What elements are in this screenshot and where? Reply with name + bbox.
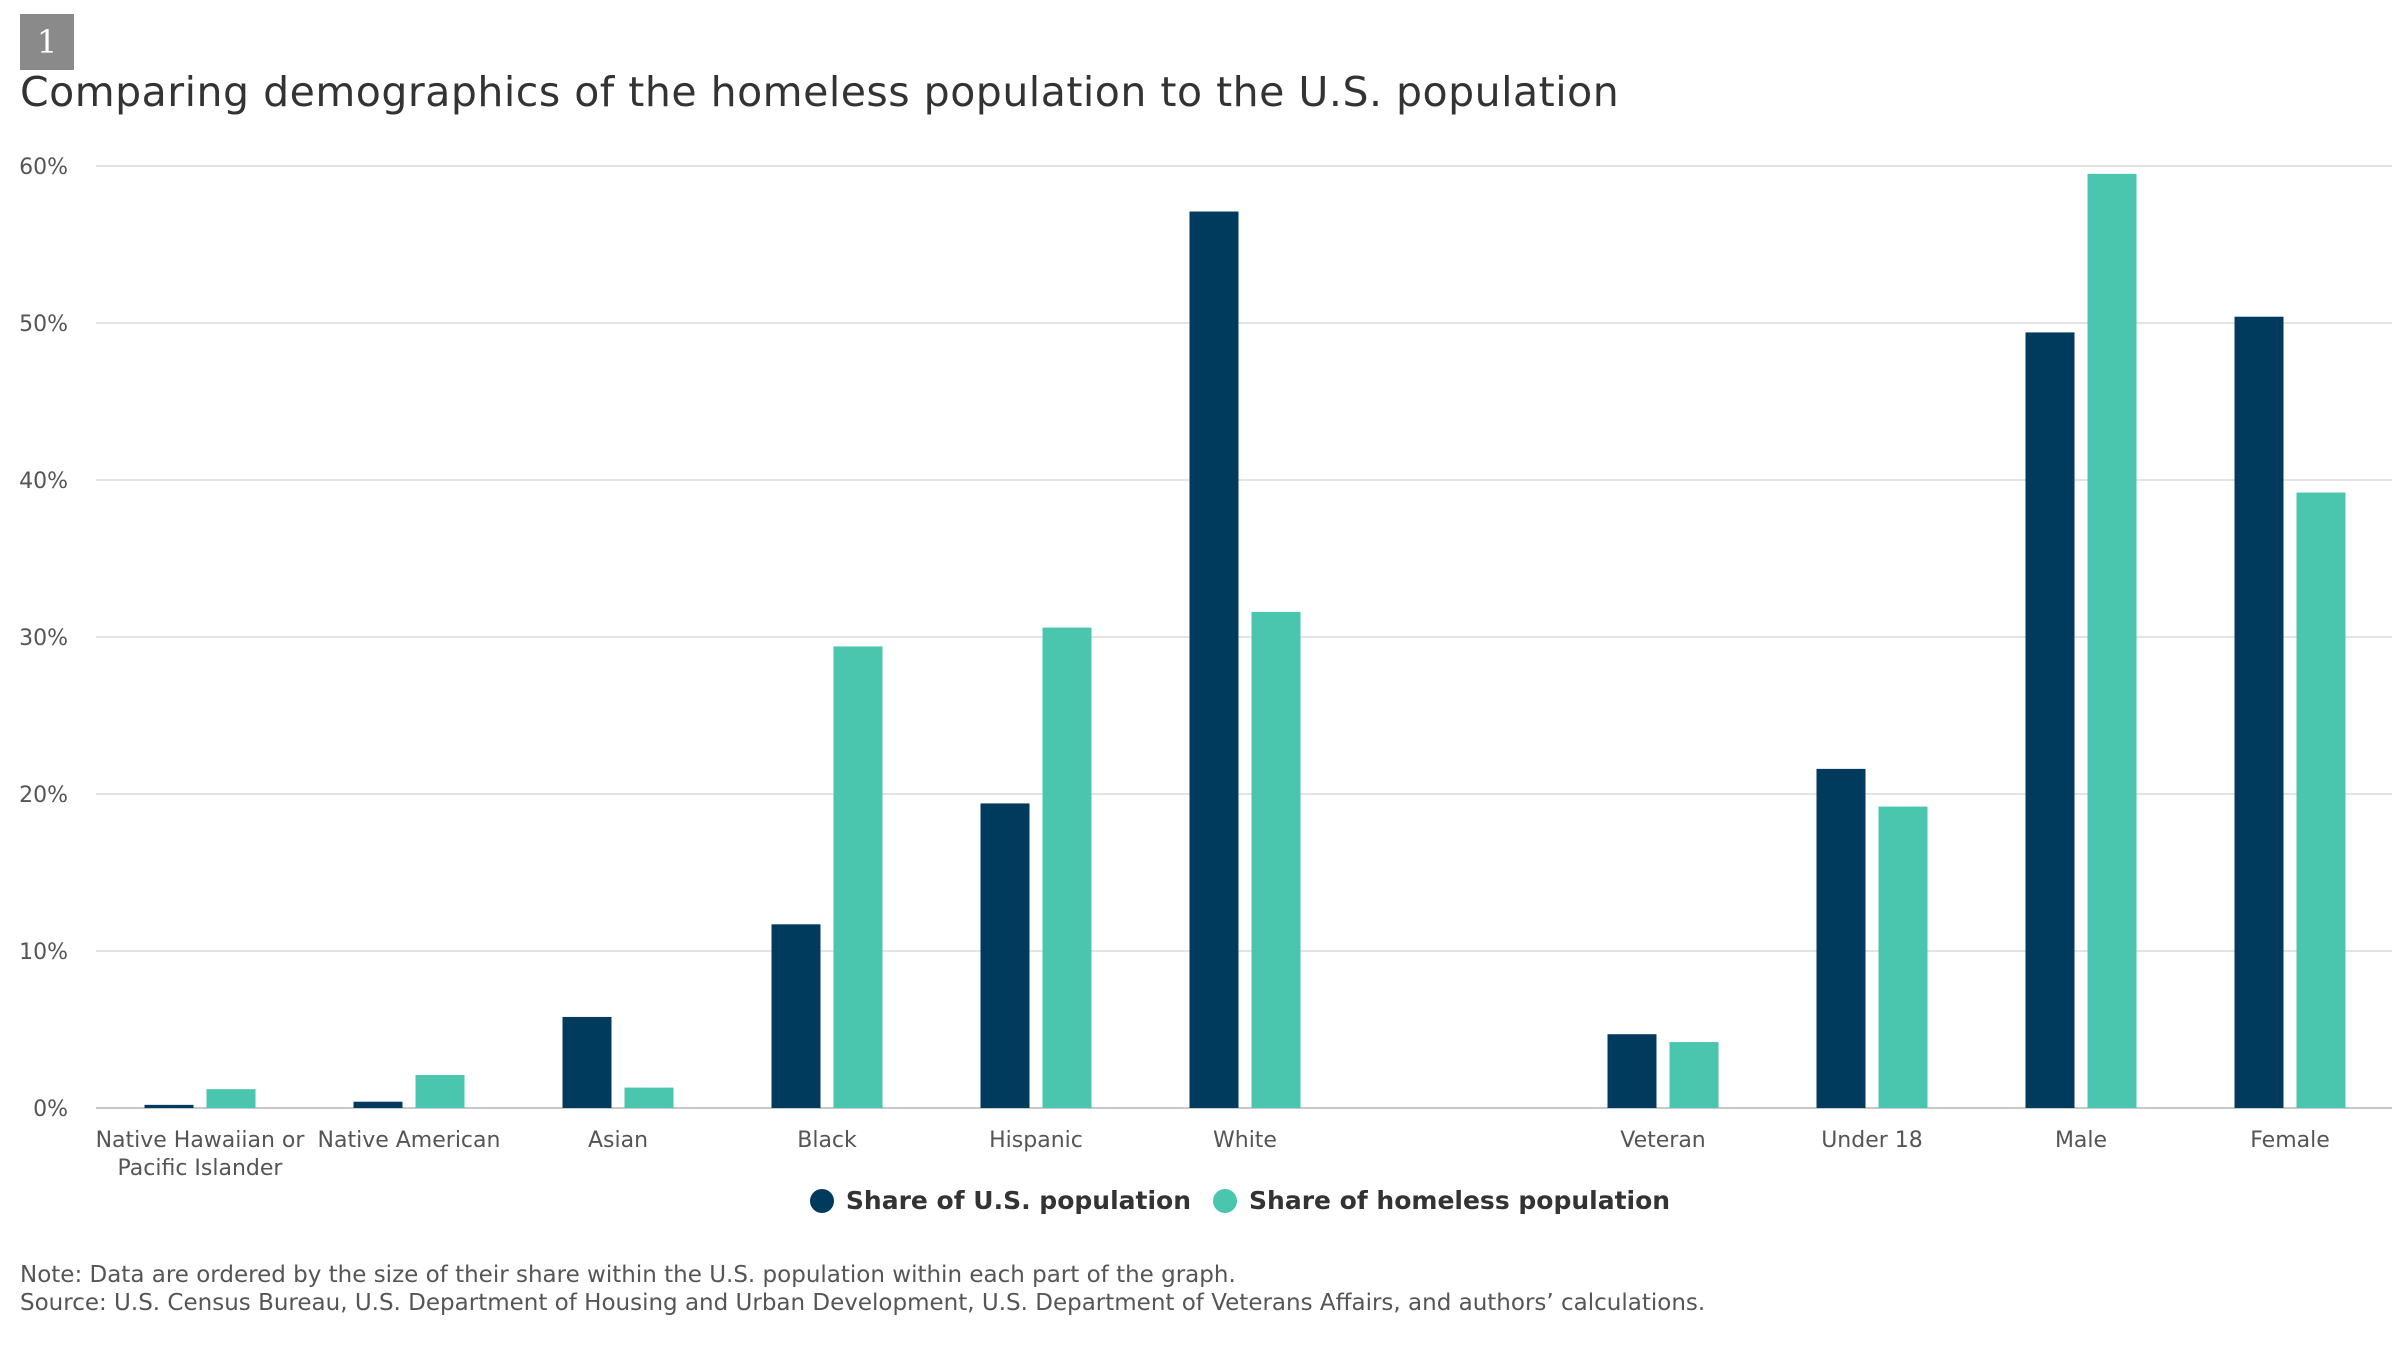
bar-us-population (2025, 332, 2075, 1108)
y-tick-label: 60% (19, 155, 68, 180)
bar-us-population (980, 803, 1030, 1108)
chart-note: Note: Data are ordered by the size of th… (20, 1262, 1236, 1288)
figure-number-badge: 1 (20, 14, 74, 70)
legend-label-homeless-population: Share of homeless population (1249, 1186, 1671, 1215)
bar-us-population (2234, 316, 2284, 1109)
bar-us-population (771, 924, 821, 1108)
bar-homeless-population (833, 646, 883, 1108)
bar-homeless-population (1669, 1042, 1719, 1108)
legend-swatch-us-population (809, 1188, 834, 1213)
chart-legend: Share of U.S. population Share of homele… (0, 1186, 2400, 1215)
x-tick-label: White (1213, 1128, 1277, 1153)
bar-homeless-population (1251, 611, 1301, 1108)
x-tick-label: Pacific Islander (118, 1156, 284, 1181)
legend-label-us-population: Share of U.S. population (845, 1186, 1192, 1215)
x-tick-label: Black (797, 1128, 857, 1153)
bar-homeless-population (2296, 492, 2346, 1108)
x-tick-label: Veteran (1620, 1128, 1706, 1153)
legend-item-us-population[interactable]: Share of U.S. population (809, 1186, 1192, 1215)
y-tick-label: 10% (19, 940, 68, 965)
bar-us-population (1607, 1034, 1657, 1108)
bar-homeless-population (624, 1087, 674, 1108)
y-tick-label: 20% (19, 783, 68, 808)
x-tick-label: Male (2055, 1128, 2107, 1153)
y-tick-label: 40% (19, 469, 68, 494)
y-tick-label: 0% (33, 1097, 68, 1122)
bar-homeless-population (1042, 627, 1092, 1108)
bar-us-population (562, 1016, 612, 1108)
x-tick-label: Hispanic (989, 1128, 1083, 1153)
x-tick-label: Female (2250, 1128, 2330, 1153)
y-tick-label: 30% (19, 626, 68, 651)
bar-homeless-population (206, 1089, 256, 1108)
bar-homeless-population (1878, 806, 1928, 1108)
chart-title: Comparing demographics of the homeless p… (20, 68, 1620, 116)
bar-us-population (1816, 768, 1866, 1108)
legend-swatch-homeless-population (1213, 1188, 1238, 1213)
bar-us-population (353, 1101, 403, 1108)
bar-us-population (144, 1104, 194, 1108)
legend-item-homeless-population[interactable]: Share of homeless population (1213, 1186, 1670, 1215)
x-tick-label: Under 18 (1821, 1128, 1923, 1153)
y-tick-label: 50% (19, 312, 68, 337)
bar-homeless-population (415, 1075, 465, 1108)
x-tick-label: Native Hawaiian or (96, 1128, 306, 1153)
x-tick-label: Asian (588, 1128, 648, 1153)
bar-homeless-population (2087, 173, 2137, 1109)
chart-source: Source: U.S. Census Bureau, U.S. Departm… (20, 1290, 1706, 1316)
bar-us-population (1189, 211, 1239, 1108)
x-tick-label: Native American (318, 1128, 501, 1153)
